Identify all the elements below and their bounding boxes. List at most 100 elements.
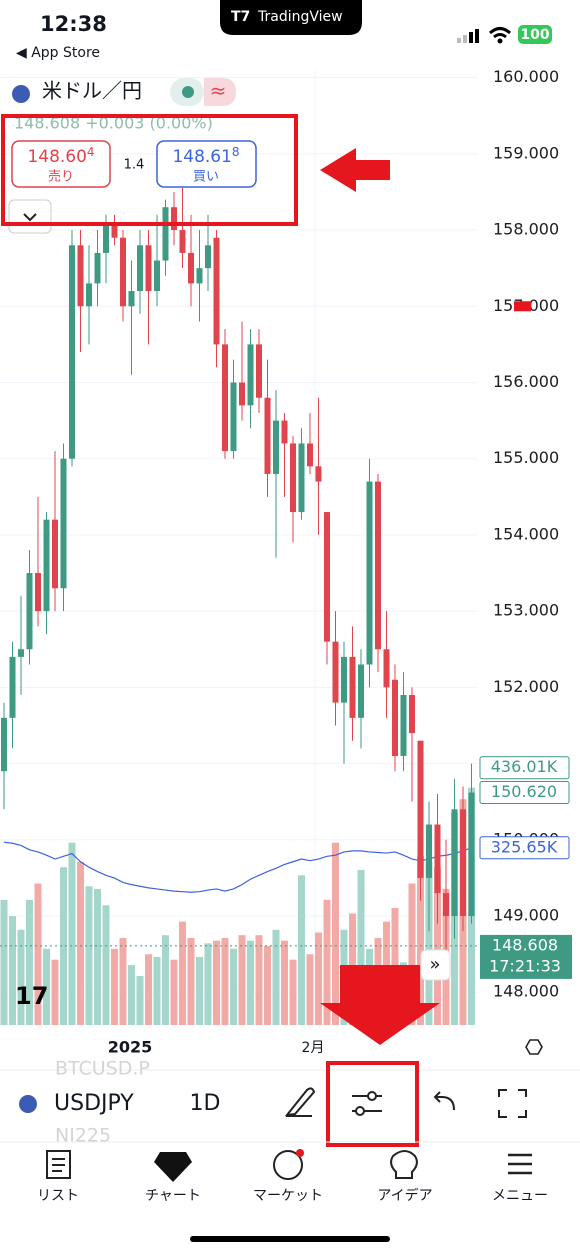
volume-bar [136,976,144,1025]
volume-bar [434,867,441,1025]
sell-pip[interactable]: 4 [87,145,95,159]
y-tick-label: 149.000 [493,906,559,925]
volume-bar [221,937,229,1025]
candle-body [188,252,194,284]
volume-bar [238,935,246,1025]
buy-pip[interactable]: 8 [232,145,240,159]
toolbar-symbol[interactable]: USDJPY [54,1091,134,1116]
candle-body [171,207,177,231]
tv-logo: 17 [15,982,48,1010]
candle-body [383,649,390,688]
buy-price[interactable]: 148.618 [172,145,239,168]
symbol-name[interactable]: 米ドル／円 [42,79,142,103]
sell-label[interactable]: 売り [48,169,74,185]
collapse-button[interactable] [8,199,52,234]
candle-body [103,222,109,253]
ghost-symbol-below: NI225 [55,1125,111,1147]
volume-bar [51,959,59,1025]
buy-price-main[interactable]: 148.61 [172,147,231,167]
volume-bar [102,905,110,1025]
volume-bar [119,937,127,1025]
candle-body [52,519,58,589]
back-text[interactable]: App Store [31,45,100,61]
volume-bar [0,899,8,1025]
candle-body [69,245,75,459]
candle-body [1,717,7,772]
candle-body [443,893,449,917]
undo-icon[interactable] [433,1091,455,1111]
candle-body [434,824,441,894]
toggle-right[interactable] [204,78,236,106]
candle-body [137,245,143,292]
settings-icon[interactable] [525,1039,543,1055]
candle-body [111,222,118,238]
volume-bar [264,946,271,1025]
y-tick-label: 148.000 [493,982,559,1001]
tab-label[interactable]: アイデア [377,1187,432,1204]
candle-body [145,245,152,292]
sell-price[interactable]: 148.604 [27,145,94,168]
volume-bar [417,856,424,1025]
back-link[interactable]: ◀ App Store [16,45,100,61]
arrow-down [320,965,440,1045]
tab-label[interactable]: チャート [145,1188,201,1204]
candle-body [290,443,296,513]
candle-body [315,466,322,482]
volume-bar [323,899,331,1025]
bid-label: 148.608 [492,935,558,954]
flag-icon [12,85,30,103]
y-tick-label: 156.000 [493,372,559,391]
volume-bar [85,886,93,1025]
candle-body [179,230,186,253]
volume-bar [332,842,339,1025]
bid-label-box [480,934,572,979]
sell-price-main[interactable]: 148.60 [27,147,86,167]
candle-body [239,382,245,406]
menu-icon [508,1153,532,1175]
draw-icon[interactable] [284,1087,316,1117]
candle-body [18,649,24,657]
fullscreen-icon[interactable] [498,1089,527,1118]
app-badge-logo: T7 [231,9,250,25]
home-indicator [190,1236,390,1242]
battery-level: 100 [520,27,549,43]
candle-body [128,291,135,307]
chart: 160.000159.000158.000157.000156.000155.0… [0,67,580,1057]
volume-bar [213,940,220,1025]
indicator-icon[interactable] [352,1091,382,1116]
candle-body [332,641,339,703]
volume-bar [298,875,305,1025]
candle-body [349,656,356,718]
scroll-button[interactable] [420,949,451,981]
chart-icon [154,1152,192,1182]
buy-label[interactable]: 買い [193,170,219,185]
candle-body [9,656,16,718]
interval[interactable]: 1D [190,1091,221,1116]
buy-button[interactable] [156,140,257,188]
candle-body [409,694,415,734]
candle-body [196,268,203,284]
volume-bar [153,956,161,1025]
candle-body [375,481,381,650]
candle-body [26,573,33,650]
candle-body [468,792,475,917]
volume-bar [425,861,433,1025]
battery [518,25,552,44]
sell-button[interactable] [11,140,111,188]
tab-label[interactable]: マーケット [253,1188,323,1204]
countdown: 17:21:33 [489,956,561,975]
volume-bar [179,921,186,1025]
idea-icon [390,1150,418,1179]
candle-body [154,260,160,292]
wifi-dot [497,38,503,44]
volume-bar [162,935,169,1025]
tab-label[interactable]: メニュー [492,1188,548,1204]
tab-label[interactable]: リスト [37,1188,79,1204]
highlight-box-2 [326,1061,419,1147]
x-tick-label: 2月 [302,1040,325,1056]
market-dot [182,86,194,98]
candle-body [366,481,373,665]
volume-bar [408,883,416,1025]
candle-body [298,443,305,513]
